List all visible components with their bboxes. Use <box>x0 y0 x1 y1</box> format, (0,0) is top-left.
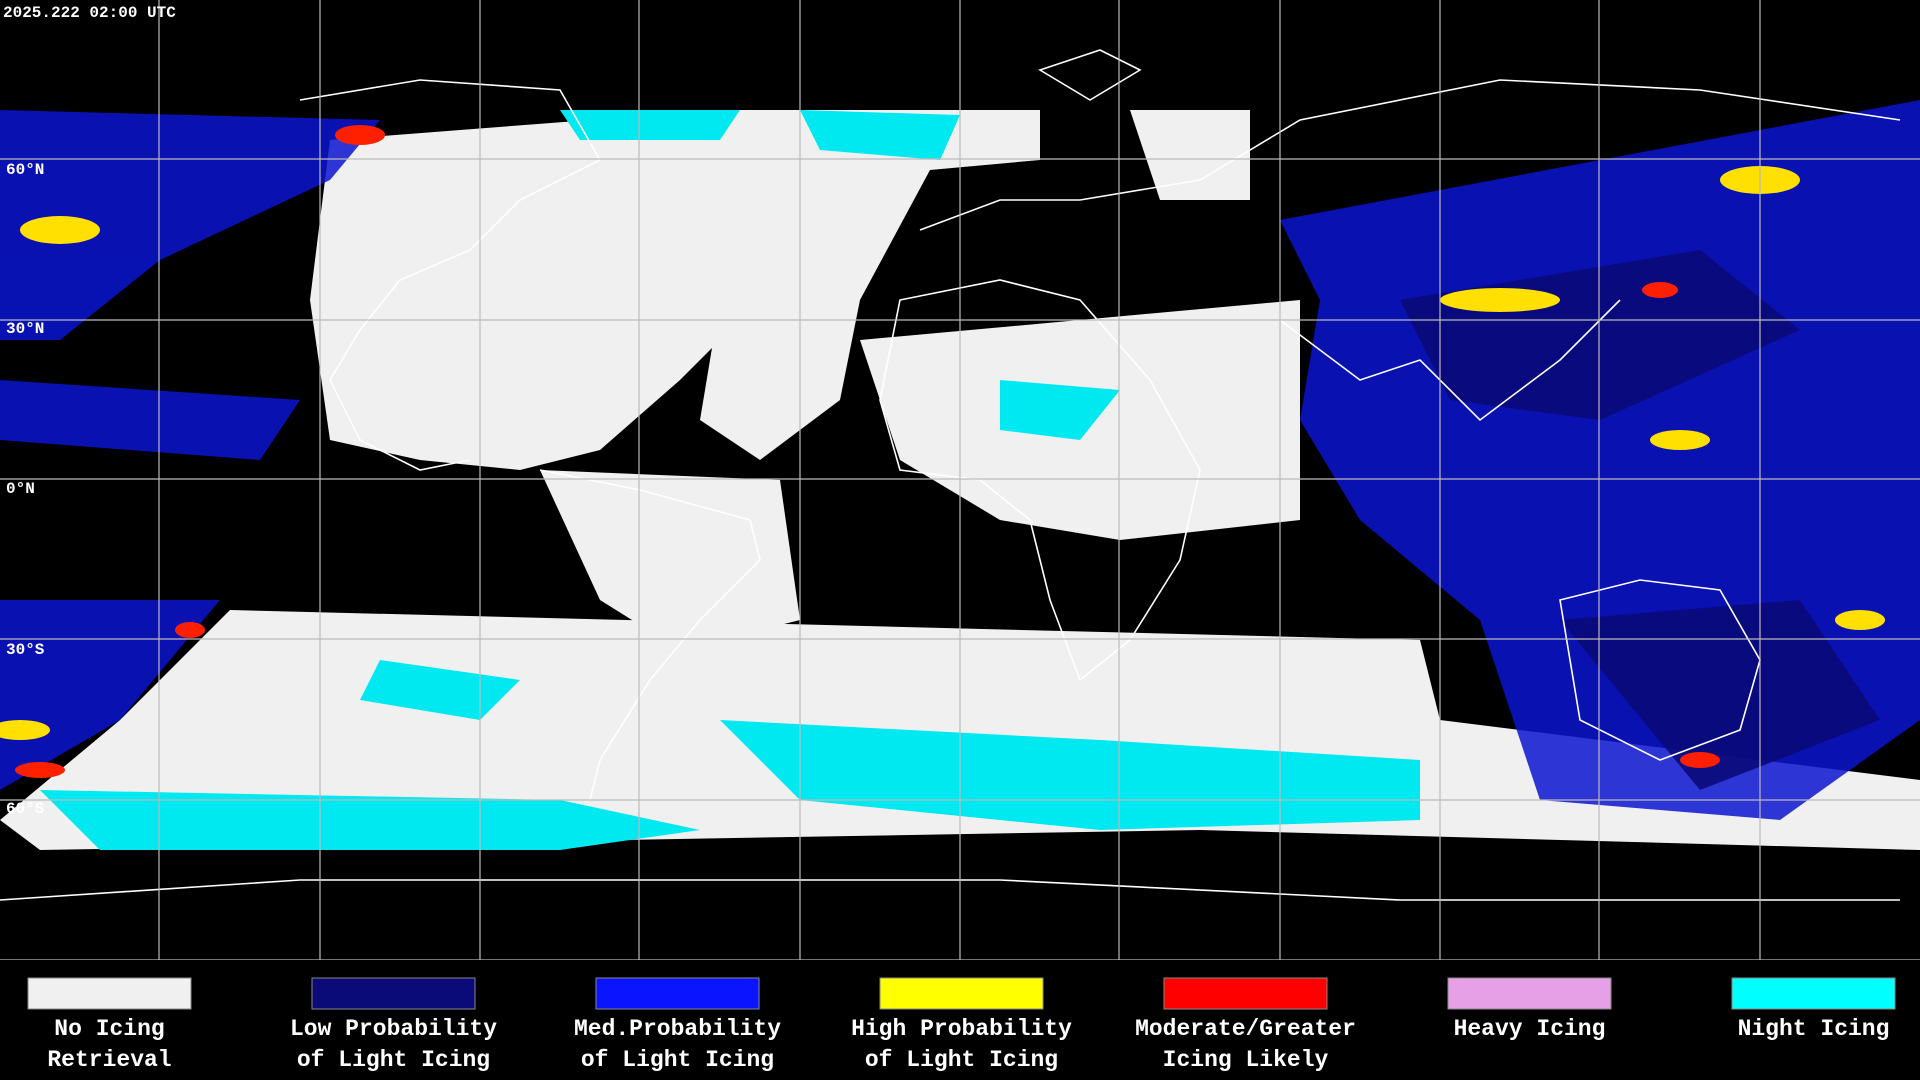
legend-label: Heavy Icing <box>1454 1016 1606 1042</box>
legend-label: Moderate/Greater <box>1135 1016 1356 1042</box>
legend-label: High Probability <box>851 1016 1072 1042</box>
legend-swatch <box>595 977 760 1010</box>
legend-swatch <box>1731 977 1896 1010</box>
legend-label: of Light Icing <box>297 1047 490 1073</box>
legend-label: Low Probability <box>290 1016 497 1042</box>
legend-label: Icing Likely <box>1163 1047 1329 1073</box>
latitude-label: 30°S <box>6 641 45 659</box>
legend-label: Night Icing <box>1738 1016 1890 1042</box>
legend-swatch <box>311 977 476 1010</box>
latitude-label: 60°S <box>6 800 45 818</box>
legend-swatch <box>879 977 1044 1010</box>
legend-swatch <box>1447 977 1612 1010</box>
legend-label: No Icing <box>54 1016 164 1042</box>
legend-label: of Light Icing <box>865 1047 1058 1073</box>
coastlines <box>0 49 1901 901</box>
latitude-label: 0°N <box>6 480 35 498</box>
legend-swatch <box>27 977 192 1010</box>
legend-label: Med.Probability <box>574 1016 781 1042</box>
latitude-label: 30°N <box>6 320 44 338</box>
legend-swatch <box>1163 977 1328 1010</box>
timestamp: 2025.222 02:00 UTC <box>3 4 176 22</box>
latitude-label: 60°N <box>6 161 44 179</box>
legend-label: Retrieval <box>47 1047 171 1073</box>
legend-label: of Light Icing <box>581 1047 774 1073</box>
